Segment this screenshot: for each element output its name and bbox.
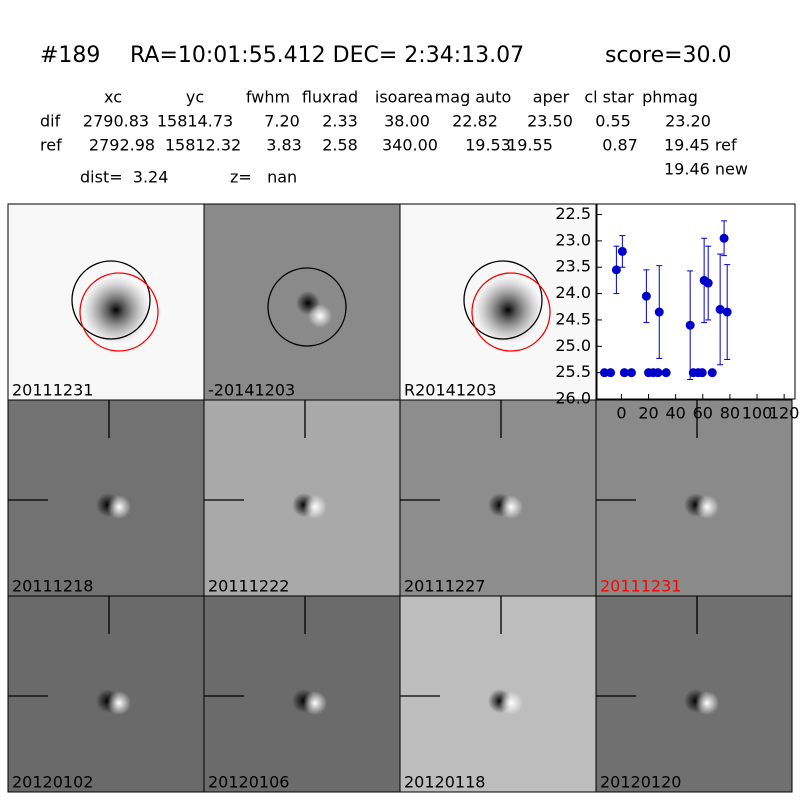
point bbox=[661, 368, 671, 378]
column-header: yc bbox=[186, 88, 204, 107]
panel-label: 20111227 bbox=[404, 577, 485, 596]
dipole-light bbox=[308, 304, 332, 328]
coordinates: RA=10:01:55.412 DEC= 2:34:13.07 bbox=[130, 43, 524, 68]
column-header: xc bbox=[104, 88, 122, 107]
ref-circle bbox=[71, 260, 151, 340]
panel-label: 20111231 bbox=[600, 577, 681, 596]
point bbox=[606, 368, 616, 378]
table-cell: 15812.32 bbox=[165, 136, 241, 155]
row-label: dif bbox=[40, 112, 61, 131]
point bbox=[641, 291, 651, 301]
column-header: mag auto bbox=[435, 88, 512, 107]
point bbox=[611, 265, 621, 275]
panel-label: 20111231 bbox=[12, 381, 93, 400]
table-cell: 2.58 bbox=[322, 136, 358, 155]
table-cell: 2.33 bbox=[322, 112, 358, 131]
panel-label: R20141203 bbox=[404, 381, 497, 400]
table-cell: 3.83 bbox=[266, 136, 302, 155]
point bbox=[619, 368, 629, 378]
panel-label: 20120120 bbox=[600, 773, 681, 792]
table-cell: 23.20 bbox=[665, 112, 711, 131]
source bbox=[82, 276, 150, 344]
ref-circle bbox=[267, 267, 347, 347]
y-tick-label: 25.0 bbox=[555, 336, 591, 355]
point bbox=[685, 320, 695, 330]
x-tick-label: 60 bbox=[693, 404, 713, 423]
x-tick-label: 80 bbox=[720, 404, 740, 423]
table-cell: 340.00 bbox=[382, 136, 438, 155]
lightcurve: 22.5 23.0 23.5 24.0 24.5 25.0 25.5 26.0 0 20 40 60 8… bbox=[555, 203, 800, 423]
candidate-id: #189 bbox=[40, 43, 100, 68]
x-tick-label: 120 bbox=[769, 404, 800, 423]
y-tick-label: 22.5 bbox=[555, 204, 591, 223]
point bbox=[653, 368, 663, 378]
ref-circle bbox=[463, 260, 543, 340]
dipole-light bbox=[499, 495, 523, 519]
y-tick-label: 24.5 bbox=[555, 309, 591, 328]
table-cell: 15814.73 bbox=[157, 112, 233, 131]
dipole-light bbox=[107, 691, 131, 715]
table: xc yc fwhm fluxrad isoarea mag auto aper cl sta… bbox=[40, 88, 737, 155]
point bbox=[617, 246, 627, 256]
point bbox=[719, 233, 729, 243]
x-tick-label: 40 bbox=[665, 404, 685, 423]
panel-label: 20120102 bbox=[12, 773, 93, 792]
panel-label: -20141203 bbox=[208, 381, 295, 400]
dipole-light bbox=[303, 691, 327, 715]
column-header: fwhm bbox=[246, 88, 290, 107]
column-header: phmag bbox=[642, 88, 698, 107]
column-header: isoarea bbox=[375, 88, 433, 107]
dipole-light bbox=[303, 495, 327, 519]
point bbox=[707, 368, 717, 378]
table-cell: 19.45 ref bbox=[664, 136, 737, 155]
point bbox=[715, 304, 725, 314]
point bbox=[703, 278, 713, 288]
column-header: aper bbox=[533, 88, 570, 107]
table-cell: 38.00 bbox=[384, 112, 430, 131]
point bbox=[654, 307, 664, 317]
dipole-light bbox=[107, 495, 131, 519]
phmag-new: 19.46 new bbox=[664, 160, 748, 179]
plot-area bbox=[596, 203, 796, 400]
dipole-light bbox=[499, 691, 523, 715]
dipole-light bbox=[695, 495, 719, 519]
dipole-light bbox=[695, 691, 719, 715]
panel-label: 20120118 bbox=[404, 773, 485, 792]
table-cell: 2792.98 bbox=[89, 136, 155, 155]
table-cell: 0.55 bbox=[595, 112, 631, 131]
x-tick-label: 0 bbox=[616, 404, 626, 423]
panel-label: 20120106 bbox=[208, 773, 289, 792]
y-tick-label: 26.0 bbox=[555, 389, 591, 408]
x-tick-label: 20 bbox=[638, 404, 658, 423]
y-tick-label: 23.5 bbox=[555, 257, 591, 276]
table-cell: 19.55 bbox=[507, 136, 553, 155]
redshift: z= nan bbox=[230, 168, 297, 187]
y-tick-label: 24.0 bbox=[555, 283, 591, 302]
column-header: fluxrad bbox=[302, 88, 358, 107]
new-circle bbox=[79, 272, 159, 352]
new-circle bbox=[471, 272, 551, 352]
table-cell: 0.87 bbox=[602, 136, 638, 155]
row-label: ref bbox=[40, 136, 62, 155]
y-tick-label: 23.0 bbox=[555, 230, 591, 249]
table-cell: 22.82 bbox=[452, 112, 498, 131]
y-tick-label: 25.5 bbox=[555, 362, 591, 381]
score: score=30.0 bbox=[605, 43, 732, 68]
x-tick-label: 100 bbox=[742, 404, 773, 423]
point bbox=[722, 307, 732, 317]
table-cell: 7.20 bbox=[264, 112, 300, 131]
table-cell: 23.50 bbox=[527, 112, 573, 131]
panels: 20111231 -20141203 R20141203 20111218 201112… bbox=[7, 203, 793, 793]
point bbox=[697, 368, 707, 378]
panel-label: 20111218 bbox=[12, 577, 93, 596]
point bbox=[626, 368, 636, 378]
table-cell: 19.53 bbox=[465, 136, 511, 155]
source bbox=[474, 276, 542, 344]
table-cell: 2790.83 bbox=[83, 112, 149, 131]
panel-label: 20111222 bbox=[208, 577, 289, 596]
dist: dist= 3.24 bbox=[80, 168, 168, 187]
column-header: cl star bbox=[584, 88, 634, 107]
